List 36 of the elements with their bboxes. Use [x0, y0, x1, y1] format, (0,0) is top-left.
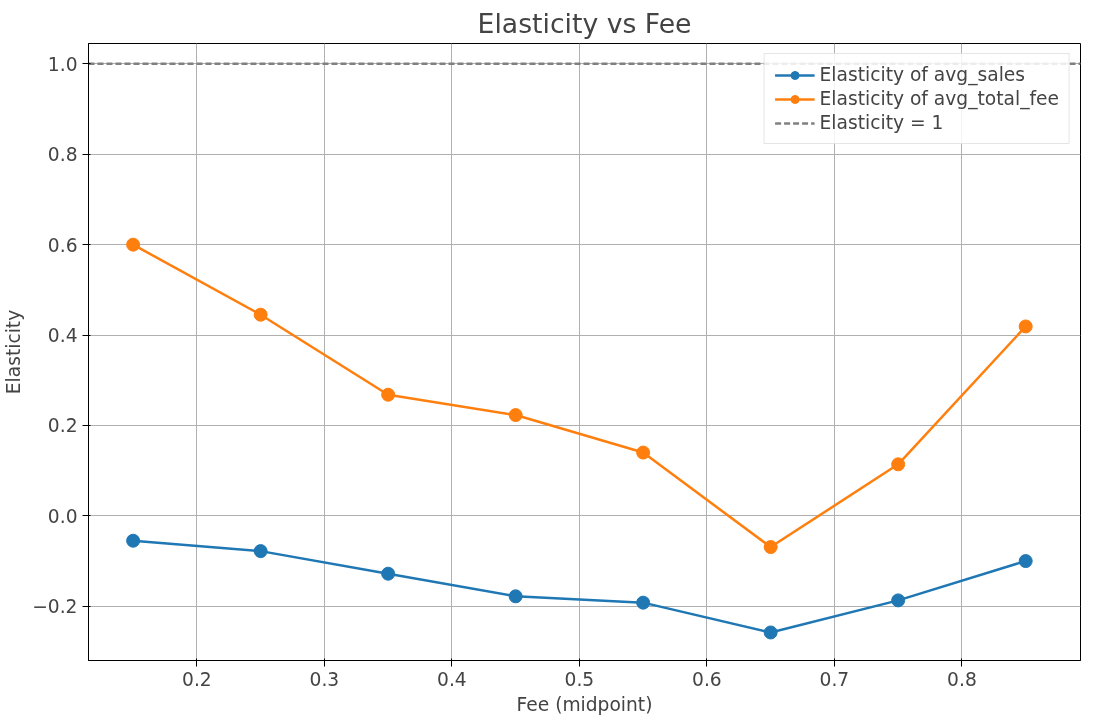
point	[1018, 319, 1033, 334]
y-tick-label: 0.8	[47, 144, 78, 166]
point	[1018, 554, 1033, 569]
y-tick-label: −0.2	[32, 596, 78, 618]
chart-title: Elasticity vs Fee	[477, 7, 692, 39]
point	[763, 625, 778, 640]
x-axis-title: Fee (midpoint)	[516, 693, 653, 715]
y-tick-label: 0.0	[47, 505, 78, 527]
point	[253, 544, 268, 559]
point	[126, 237, 141, 252]
x-tick-label: 0.7	[819, 668, 850, 690]
point	[891, 593, 906, 608]
x-tick-label: 0.8	[947, 668, 977, 690]
x-tick-label: 0.5	[564, 668, 595, 690]
x-tick-label: 0.3	[309, 668, 340, 690]
y-axis-title: Elasticity	[3, 309, 25, 395]
y-tick-label: 0.2	[47, 415, 78, 437]
x-tick-label: 0.6	[692, 668, 722, 690]
x-tick-label: 0.4	[437, 668, 467, 690]
point	[253, 307, 268, 322]
legend-label: Elasticity of avg_total_fee	[819, 88, 1059, 109]
y-tick-label: 0.6	[47, 234, 78, 256]
y-tick-label: 0.4	[47, 325, 78, 347]
point	[891, 457, 906, 472]
point	[636, 595, 651, 610]
y-tick-label: 1.0	[47, 53, 78, 75]
x-tick-label: 0.2	[182, 668, 212, 690]
point	[508, 589, 523, 604]
point	[636, 445, 651, 460]
point	[381, 387, 396, 402]
point	[508, 408, 523, 423]
point	[381, 566, 396, 581]
point	[126, 533, 141, 548]
legend-label: Elasticity = 1	[819, 112, 944, 133]
legend-label: Elasticity of avg_sales	[819, 64, 1026, 85]
point	[763, 540, 778, 555]
